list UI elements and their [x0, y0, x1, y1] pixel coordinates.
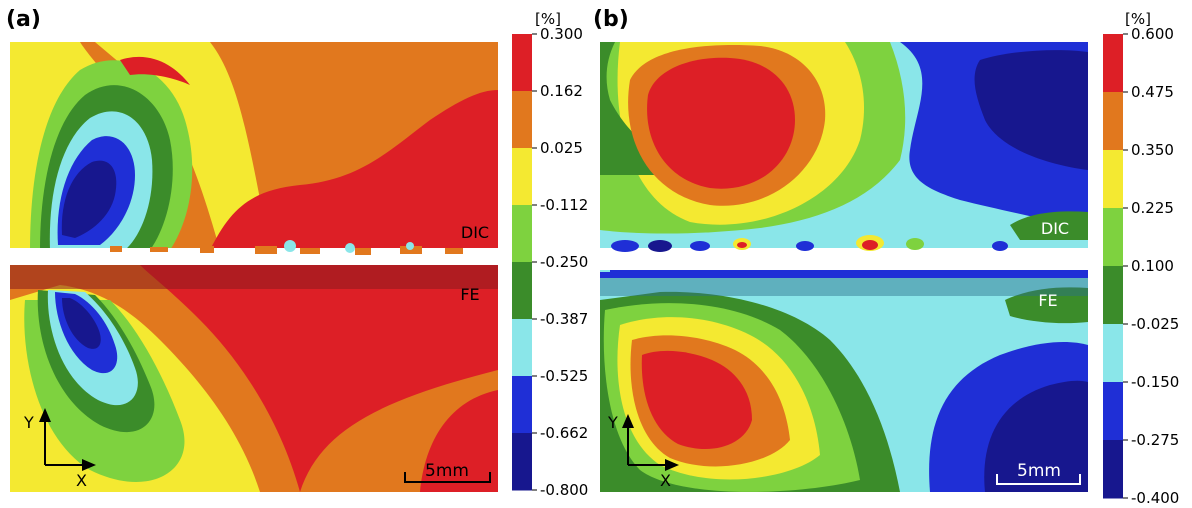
panel-label-a: (a) [6, 7, 41, 32]
gap-fragments-a [110, 246, 463, 255]
colorbar-swatch [512, 34, 532, 92]
fe-edge-b [600, 272, 1088, 278]
colorbar-swatch [512, 205, 532, 263]
contour-map-b [600, 42, 1088, 492]
colorbar-swatch [512, 262, 532, 320]
colorbar-tick-label: -0.400 [1131, 489, 1179, 504]
colorbar-tick-label: 0.300 [540, 25, 583, 43]
colorbar-tick-label: 0.600 [1131, 25, 1174, 43]
colorbar-unit-a: [%] [535, 10, 561, 28]
colorbar-tick-label: -0.112 [540, 196, 588, 214]
notch-gap-a [10, 248, 498, 265]
contour-red-upper-b [647, 57, 795, 189]
axis-x-label-b: X [660, 471, 671, 490]
colorbar-swatch [1103, 382, 1123, 441]
colorbar-tick-label: 0.025 [540, 139, 583, 157]
colorbar-swatch [1103, 92, 1123, 151]
axis-x-label-a: X [76, 471, 87, 490]
scale-bar-a: 5mm [404, 461, 491, 483]
colorbar-tick-label: 0.350 [1131, 141, 1174, 159]
colorbar-swatch [512, 433, 532, 491]
contour-map-a [10, 42, 498, 492]
colorbar-tick-label: -0.387 [540, 310, 588, 328]
colorbar-swatch [1103, 34, 1123, 93]
contour-darkblue-lower-b [984, 380, 1088, 492]
colorbar-swatch [512, 319, 532, 377]
colorbar-swatch [1103, 150, 1123, 209]
contour-red-lower-b [641, 350, 752, 450]
colorbar-tick-label: 0.225 [1131, 199, 1174, 217]
colorbar-swatch [1103, 440, 1123, 499]
dic-tag-b: DIC [1041, 219, 1069, 238]
dic-tag-a: DIC [461, 223, 489, 242]
contour-green-dic-b [1010, 211, 1088, 240]
axis-triad-a: Y X [23, 408, 96, 490]
axis-y-label-a: Y [23, 413, 34, 432]
colorbar-tick-label: -0.025 [1131, 315, 1179, 333]
contour-yellow-upper2-a [95, 42, 270, 250]
colorbar-tick-label: -0.662 [540, 424, 588, 442]
contour-red-small-a [120, 56, 190, 85]
contour-darkblue-upper-b [974, 50, 1088, 170]
arrow-right-icon [665, 459, 679, 471]
panel-label-b: (b) [593, 7, 629, 32]
contour-red-upper-a [210, 90, 498, 250]
contour-red-corner-a [420, 390, 498, 492]
colorbar-tick-label: -0.250 [540, 253, 588, 271]
arrow-right-icon [82, 459, 96, 471]
notch-gap-b [600, 248, 1088, 270]
colorbar-tick-label: -0.275 [1131, 431, 1179, 449]
colorbar-b: [%] 0.600 0.475 0.350 0.225 0.100 -0.025 -0.15… [1103, 10, 1179, 507]
colorbar-tick-label: 0.162 [540, 82, 583, 100]
colorbar-tick-label: -0.525 [540, 367, 588, 385]
contour-darkgreen-left-b [600, 42, 720, 175]
colorbar-swatch [512, 376, 532, 434]
colorbar-tick-label: -0.800 [540, 481, 588, 499]
fe-strip-a [10, 265, 498, 289]
colorbar-tick-label: 0.100 [1131, 257, 1174, 275]
gap-dots-a [284, 240, 414, 253]
axis-y-label-b: Y [607, 413, 618, 432]
colorbar-unit-b: [%] [1125, 10, 1151, 28]
scale-text-b: 5mm [1017, 461, 1061, 481]
colorbar-swatch [1103, 324, 1123, 383]
contour-green-fe-b [1005, 287, 1088, 324]
colorbar-tick-label: 0.475 [1131, 83, 1174, 101]
fe-tag-a: FE [460, 285, 479, 304]
panel-a: (a) [6, 7, 588, 499]
panel-b: (b) [593, 7, 1179, 507]
contour-darkblue-upper-a [61, 160, 117, 238]
scale-bar-b: 5mm [996, 461, 1081, 485]
colorbar-swatch [1103, 208, 1123, 267]
colorbar-a: [%] 0.300 0.162 0.025 -0.112 -0.250 -0.387 -0.… [512, 10, 588, 499]
axis-triad-b: Y X [607, 413, 679, 490]
arrow-up-icon [622, 414, 634, 428]
gap-blobs-b [610, 235, 1088, 273]
fe-tag-b: FE [1038, 291, 1057, 310]
colorbar-swatch [1103, 266, 1123, 325]
colorbar-tick-label: -0.150 [1131, 373, 1179, 391]
scale-text-a: 5mm [425, 461, 469, 481]
colorbar-swatch [512, 91, 532, 149]
contour-orange-right-a [300, 370, 498, 492]
colorbar-swatch [512, 148, 532, 206]
arrow-up-icon [39, 408, 51, 422]
contour-darkblue-lower-a [62, 298, 101, 349]
